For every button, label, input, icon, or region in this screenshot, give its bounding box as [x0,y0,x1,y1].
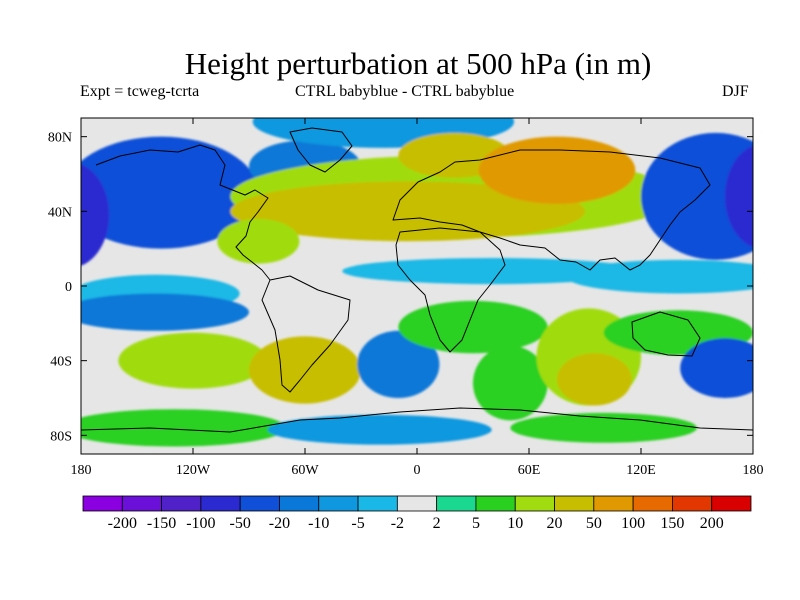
colorbar: -200 -150 -100 -50 -20 -10 -5 -2 2 5 10 20 50 100 150 2… [82,495,752,532]
colorbar-label: 10 [507,515,523,532]
coastline-europe-asia [392,149,711,271]
colorbar-label: 50 [586,515,602,532]
colorbar-label: -50 [230,515,251,532]
colorbar-label: -100 [186,515,215,532]
perturbation-region-21 [398,300,548,354]
lat-tick-label: 40S [50,355,72,370]
perturbation-region-16 [81,293,249,331]
perturbation-region-28 [267,414,492,445]
perturbation-region-27 [81,409,287,447]
coastline-australia [631,311,701,357]
coastline-north-america [95,144,271,281]
coastlines [81,127,753,433]
lon-tick-label: 0 [414,463,421,478]
perturbation-region-7 [217,218,300,264]
perturbation-region-11 [641,132,753,260]
colorbar-swatch [632,495,673,512]
colorbar-swatch [318,495,359,512]
colorbar-swatch [593,495,634,512]
colorbar-swatch [436,495,477,512]
colorbar-label: 150 [660,515,684,532]
colorbar-label: -10 [308,515,329,532]
lon-tick-label: 120W [176,463,211,478]
colorbar-label: 5 [472,515,480,532]
colorbar-label: -200 [108,515,137,532]
lon-tick-label: 180 [743,463,764,478]
comparison-label: CTRL babyblue - CTRL babyblue [295,83,515,100]
experiment-label: Expt = tcweg-tcrta [80,83,200,100]
lat-tick-label: 80N [48,131,72,146]
colorbar-swatch [357,495,398,512]
colorbar-label: 20 [547,515,563,532]
longitude-axis: 180 120W 60W 0 60E 120E 180 [71,118,764,478]
colorbar-swatch [161,495,202,512]
colorbar-swatch [475,495,516,512]
lat-tick-label: 0 [65,280,72,295]
colorbar-label: -2 [391,515,404,532]
perturbation-region-2 [81,164,109,266]
colorbar-swatch [121,495,162,512]
perturbation-region-26 [680,338,753,398]
perturbation-region-22 [473,345,548,421]
coastline-greenland [289,127,353,173]
page-title: Height perturbation at 500 hPa (in m) [184,46,652,81]
perturbation-region-20 [357,330,440,398]
perturbation-region-10 [527,147,580,178]
colorbar-swatch [239,495,280,512]
perturbation-region-19 [252,351,320,389]
perturbation-region-29 [510,412,697,443]
colorbar-swatch [672,495,713,512]
colorbar-label: -20 [269,515,290,532]
map-plot-area [81,118,753,454]
lat-tick-label: 80S [50,429,72,444]
perturbation-region-24 [557,353,632,406]
colorbar-swatch [396,495,438,512]
coastline-antarctica [81,407,753,433]
lon-tick-label: 60W [291,463,319,478]
colorbar-label: 100 [621,515,645,532]
lat-tick-label: 40N [48,205,72,220]
colorbar-label: -150 [147,515,176,532]
perturbation-region-1 [81,136,259,249]
perturbation-region-14 [342,258,641,285]
perturbation-region-12 [725,145,753,247]
latitude-axis: 80N 40N 0 40S 80S [48,131,753,444]
coastline-south-america [261,275,351,393]
colorbar-label: 2 [433,515,441,532]
colorbar-label: -5 [351,515,364,532]
colorbar-swatch [200,495,241,512]
colorbar-swatch [514,495,555,512]
colorbar-swatch [279,495,320,512]
lon-tick-label: 180 [71,463,92,478]
coastline-africa [395,227,506,353]
colorbar-swatch [554,495,595,512]
colorbar-label: 200 [700,515,724,532]
colorbar-swatch [711,495,752,512]
season-label: DJF [722,83,749,100]
colorbar-swatch [82,495,123,512]
lon-tick-label: 60E [518,463,541,478]
perturbation-region-6 [230,181,586,242]
lon-tick-label: 120E [626,463,656,478]
perturbation-region-17 [118,332,268,389]
